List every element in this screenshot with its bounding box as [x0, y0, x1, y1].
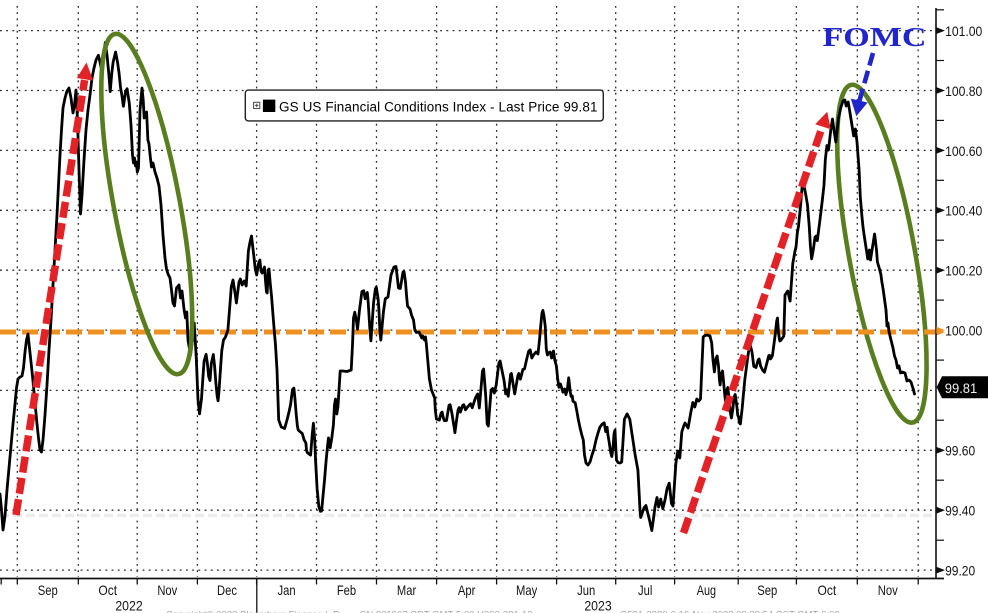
- svg-text:Dec: Dec: [217, 583, 237, 598]
- svg-text:SN 831907 CDT GMT-5:00 H392-28: SN 831907 CDT GMT-5:00 H392-281-12: [360, 610, 533, 613]
- svg-text:Sep: Sep: [757, 583, 777, 598]
- svg-text:100.40: 100.40: [945, 204, 983, 219]
- svg-text:Feb: Feb: [337, 583, 357, 598]
- svg-text:Mar: Mar: [397, 583, 417, 598]
- svg-text:Aug: Aug: [697, 583, 716, 598]
- svg-text:99.40: 99.40: [945, 504, 975, 519]
- svg-text:Apr: Apr: [458, 583, 476, 598]
- svg-text:99.81: 99.81: [945, 380, 978, 396]
- svg-text:100.20: 100.20: [945, 264, 983, 279]
- svg-text:May: May: [516, 583, 537, 598]
- svg-text:100.60: 100.60: [945, 144, 983, 159]
- svg-text:FOMC: FOMC: [823, 21, 927, 52]
- svg-text:99.20: 99.20: [945, 564, 975, 579]
- svg-text:Copyright® 2023 Bloomberg Fina: Copyright® 2023 Bloomberg Finance L.P.: [166, 610, 341, 613]
- svg-text:2022: 2022: [115, 599, 142, 613]
- svg-text:100.00: 100.00: [945, 324, 983, 339]
- svg-text:101.00: 101.00: [945, 24, 983, 39]
- svg-text:Jan: Jan: [278, 583, 296, 598]
- svg-text:GS US Financial Conditions Ind: GS US Financial Conditions Index - Last …: [279, 99, 598, 114]
- svg-text:Jul: Jul: [638, 583, 652, 598]
- svg-text:Sep: Sep: [38, 583, 58, 598]
- svg-text:100.80: 100.80: [945, 84, 983, 99]
- svg-text:Nov: Nov: [157, 583, 177, 598]
- svg-text:Oct: Oct: [98, 583, 117, 598]
- svg-text:Jun: Jun: [577, 583, 595, 598]
- svg-text:Nov: Nov: [878, 583, 898, 598]
- svg-text:2023: 2023: [584, 599, 612, 613]
- svg-text:99.60: 99.60: [945, 444, 975, 459]
- svg-text:G581-2880-0 16-Nov-2023 09:38:: G581-2880-0 16-Nov-2023 09:38:54 CST GMT…: [620, 610, 840, 613]
- svg-text:Oct: Oct: [818, 583, 837, 598]
